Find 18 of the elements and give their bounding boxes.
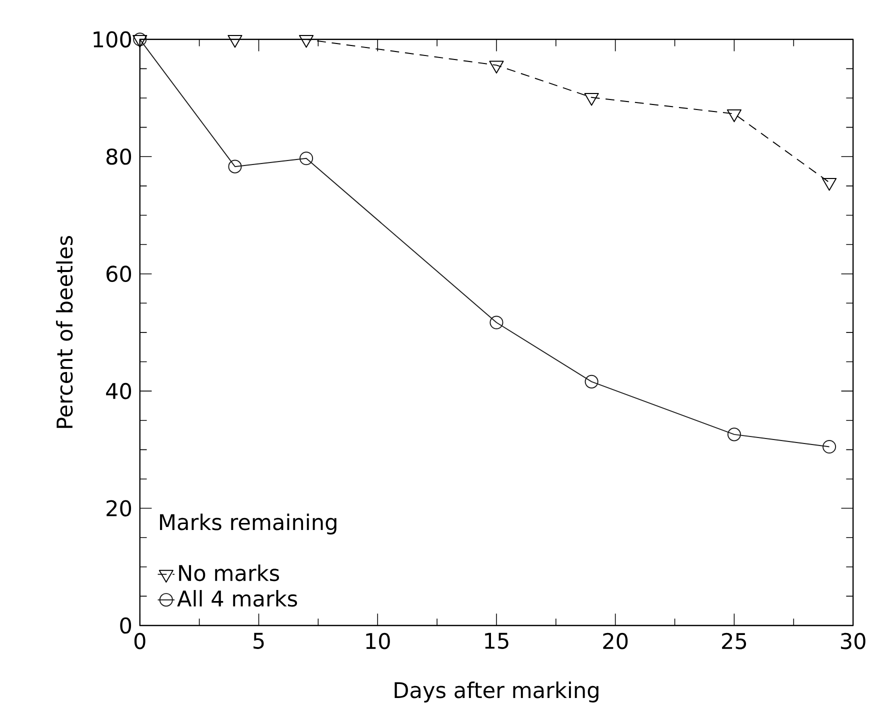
y-tick-label: 60 — [106, 266, 132, 282]
y-tick-label: 0 — [120, 617, 132, 634]
x-tick-label: 5 — [254, 632, 264, 649]
y-axis-title: Percent of beetles — [56, 236, 73, 428]
x-tick-label: 15 — [485, 632, 508, 649]
x-tick-label: 0 — [134, 632, 146, 650]
x-tick-label: 10 — [366, 632, 390, 650]
x-tick-label: 20 — [603, 632, 628, 650]
x-axis-title: Days after marking — [394, 682, 598, 702]
legend-title: Marks remaining — [160, 514, 336, 534]
legend-label: All 4 marks — [177, 590, 298, 607]
x-tick-label: 30 — [840, 632, 866, 650]
y-tick-label: 20 — [106, 500, 132, 516]
x-tick-label: 25 — [722, 632, 746, 650]
y-tick-label: 80 — [106, 148, 132, 165]
legend-label: No marks — [179, 564, 280, 582]
y-tick-label: 100 — [94, 31, 132, 48]
y-tick-label: 40 — [106, 382, 132, 400]
